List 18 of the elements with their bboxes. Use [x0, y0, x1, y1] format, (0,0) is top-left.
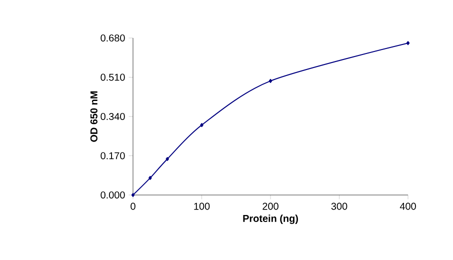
- y-tick-label: 0.340: [100, 112, 125, 120]
- y-tick-label: 0.000: [100, 191, 125, 199]
- x-tick-label: 300: [331, 202, 348, 210]
- y-axis-title: OD 650 nM: [90, 91, 98, 142]
- y-tick-label: 0.170: [100, 152, 125, 160]
- point: [268, 78, 272, 83]
- x-tick-label: 0: [130, 202, 136, 210]
- point: [131, 193, 135, 197]
- point: [166, 156, 169, 161]
- x-tick-label: 200: [262, 202, 278, 210]
- point: [200, 123, 204, 128]
- y-tick-label: 0.510: [100, 74, 125, 81]
- x-tick-label: 400: [400, 202, 416, 210]
- point: [148, 176, 152, 180]
- y-tick-label: 0.680: [100, 34, 125, 42]
- x-axis-title: Protein (ng): [243, 214, 298, 224]
- point: [406, 41, 410, 46]
- x-tick-label: 100: [194, 202, 210, 210]
